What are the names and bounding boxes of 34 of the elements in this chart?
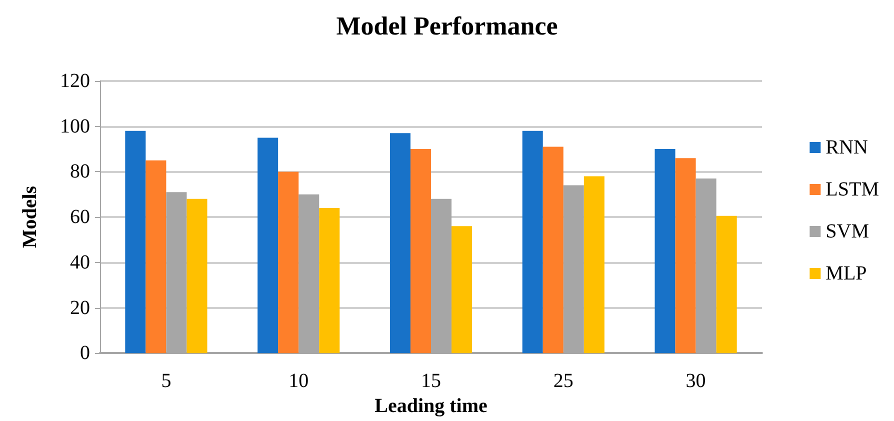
bar [522, 130, 543, 354]
bar [125, 130, 146, 354]
bar [542, 146, 564, 354]
legend-label: LSTM [826, 178, 880, 200]
bar [278, 172, 299, 354]
legend-label: SVM [826, 220, 870, 242]
x-axis-title: Leading time [374, 395, 488, 417]
x-tick-label: 25 [553, 370, 574, 392]
bar [146, 160, 166, 354]
bar [390, 133, 410, 354]
y-tick-label: 80 [70, 160, 90, 183]
y-tick-label: 0 [80, 342, 90, 364]
y-axis-title: Models [19, 186, 41, 248]
x-tick-label: 15 [421, 370, 441, 392]
bar [319, 208, 340, 354]
bar [654, 149, 676, 354]
legend-label: RNN [826, 136, 868, 158]
legend-label: MLP [826, 262, 867, 284]
x-tick-label: 10 [288, 370, 309, 392]
y-tick-label: 100 [60, 115, 90, 138]
bar [716, 216, 737, 354]
y-tick-label: 120 [60, 70, 90, 92]
y-tick-label: 60 [70, 206, 90, 228]
bar [452, 226, 472, 354]
bar [410, 149, 431, 354]
bar [186, 198, 208, 354]
x-tick-label: 30 [686, 370, 706, 392]
bar [584, 176, 604, 354]
bar [675, 158, 696, 354]
y-tick-label: 40 [70, 251, 90, 274]
chart-title: Model Performance [336, 12, 558, 40]
y-tick-label: 20 [70, 296, 90, 319]
x-tick-label: 5 [161, 370, 172, 392]
bar [258, 138, 278, 354]
